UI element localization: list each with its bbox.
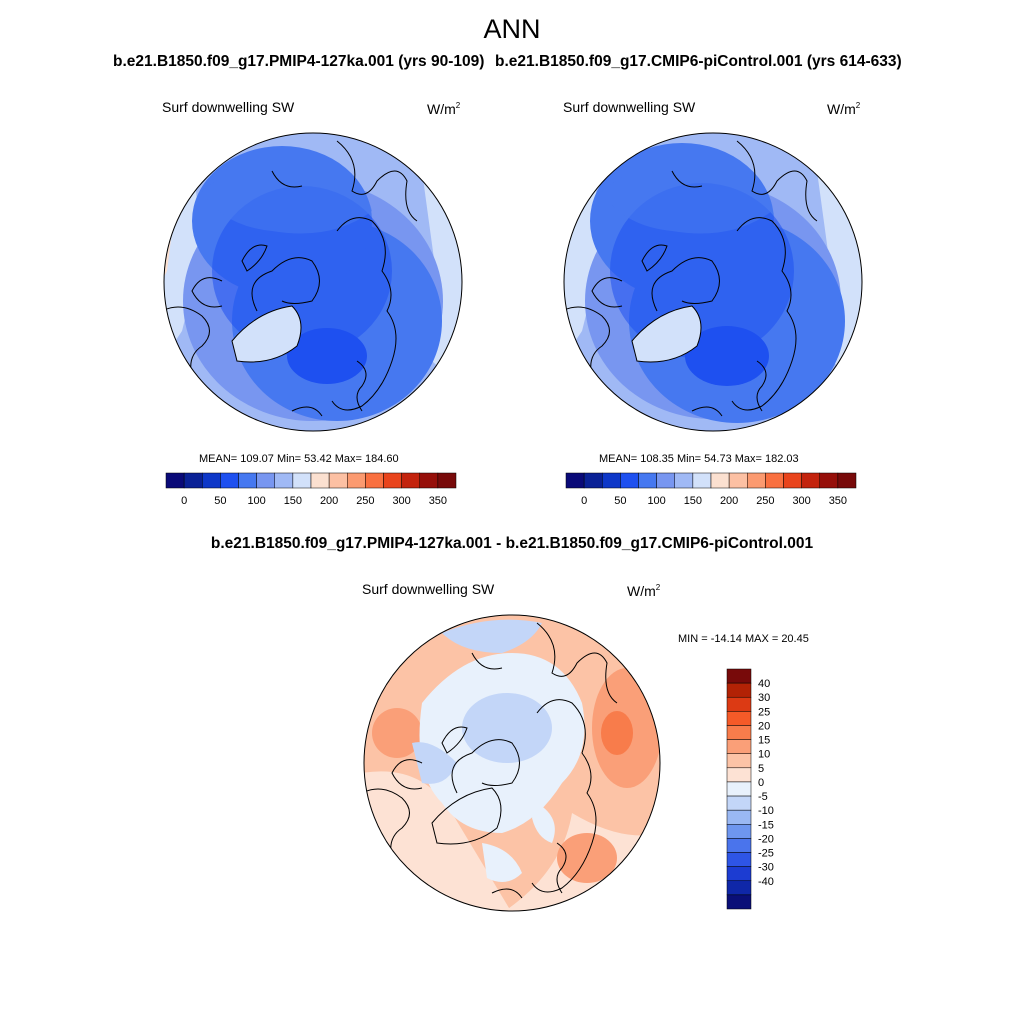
diff-colorbar-tick-label: 15 bbox=[758, 735, 770, 747]
difference-polar-map bbox=[363, 614, 661, 912]
right-colorbar-tick-label: 250 bbox=[756, 495, 774, 507]
left-colorbar-swatch bbox=[365, 472, 384, 489]
right-colorbar-swatch bbox=[728, 472, 748, 489]
diff-colorbar-swatch bbox=[726, 739, 752, 754]
right-polar-map bbox=[563, 132, 863, 432]
diff-colorbar-swatch bbox=[726, 711, 752, 726]
diff-variable-label: Surf downwelling SW bbox=[362, 581, 495, 597]
left-colorbar-swatch bbox=[419, 472, 439, 489]
right-colorbar-swatch bbox=[692, 472, 712, 489]
left-panel-title: b.e21.B1850.f09_g17.PMIP4-127ka.001 (yrs… bbox=[113, 53, 485, 70]
right-stats: MEAN= 108.35 Min= 54.73 Max= 182.03 bbox=[599, 453, 799, 465]
diff-colorbar-swatch bbox=[726, 668, 752, 684]
diff-colorbar-tick-label: 40 bbox=[758, 678, 770, 690]
right-colorbar-swatch bbox=[765, 472, 784, 489]
right-colorbar-swatch bbox=[819, 472, 839, 489]
left-stats: MEAN= 109.07 Min= 53.42 Max= 184.60 bbox=[199, 453, 399, 465]
right-colorbar-tick-label: 50 bbox=[614, 495, 626, 507]
diff-colorbar-swatch bbox=[726, 866, 752, 882]
left-colorbar: 0 50 100 150 200 250 300 350 bbox=[165, 472, 457, 507]
left-units-label: W/m2 bbox=[427, 101, 461, 117]
left-colorbar-swatch bbox=[310, 472, 330, 489]
right-colorbar-swatch bbox=[620, 472, 639, 489]
diff-colorbar-tick-label: -20 bbox=[758, 833, 774, 845]
right-colorbar-tick-label: 300 bbox=[792, 495, 810, 507]
right-colorbar-swatch bbox=[602, 472, 621, 489]
left-colorbar-swatch bbox=[220, 472, 239, 489]
left-colorbar-swatch bbox=[274, 472, 294, 489]
diff-colorbar-tick-label: 30 bbox=[758, 692, 770, 704]
diff-colorbar-swatch bbox=[726, 838, 752, 853]
diff-colorbar-tick-label: -30 bbox=[758, 862, 774, 874]
left-colorbar-swatch bbox=[238, 472, 257, 489]
right-colorbar-swatch bbox=[747, 472, 766, 489]
diff-colorbar-tick-label: 10 bbox=[758, 749, 770, 761]
diff-colorbar-swatch bbox=[726, 781, 752, 797]
left-colorbar-swatch bbox=[347, 472, 366, 489]
right-colorbar-tick-label: 200 bbox=[720, 495, 738, 507]
right-panel-title: b.e21.B1850.f09_g17.CMIP6-piControl.001 … bbox=[495, 53, 902, 70]
left-colorbar-swatch bbox=[328, 472, 348, 489]
diff-colorbar-tick-label: -25 bbox=[758, 848, 774, 860]
diff-colorbar-swatch bbox=[726, 725, 752, 740]
diff-colorbar-swatch bbox=[726, 852, 752, 867]
diff-colorbar-tick-label: 0 bbox=[758, 777, 764, 789]
left-colorbar-tick-label: 100 bbox=[247, 495, 265, 507]
diff-colorbar-tick-label: 20 bbox=[758, 720, 770, 732]
left-colorbar-swatch bbox=[437, 472, 457, 489]
diff-colorbar-tick-label: -40 bbox=[758, 876, 774, 888]
left-colorbar-tick-label: 350 bbox=[429, 495, 447, 507]
difference-colorbar: 40 30 25 20 15 10 5 0 -5 -10 -15 -20 -25 -30 -40 bbox=[726, 668, 774, 910]
diff-colorbar-swatch bbox=[726, 894, 752, 910]
right-colorbar-swatch bbox=[656, 472, 675, 489]
left-colorbar-tick-label: 300 bbox=[392, 495, 410, 507]
difference-panel-title: b.e21.B1850.f09_g17.PMIP4-127ka.001 - b.… bbox=[210, 535, 814, 552]
diff-stats: MIN = -14.14 MAX = 20.45 bbox=[678, 633, 809, 645]
left-polar-map bbox=[163, 132, 463, 432]
left-colorbar-tick-label: 150 bbox=[284, 495, 302, 507]
diff-colorbar-tick-label: -10 bbox=[758, 805, 774, 817]
diff-colorbar-swatch bbox=[726, 795, 752, 811]
diff-colorbar-swatch bbox=[726, 767, 752, 783]
left-colorbar-swatch bbox=[256, 472, 275, 489]
left-colorbar-swatch bbox=[165, 472, 185, 489]
right-colorbar-tick-label: 100 bbox=[647, 495, 665, 507]
left-colorbar-tick-label: 200 bbox=[320, 495, 338, 507]
left-colorbar-tick-label: 250 bbox=[356, 495, 374, 507]
diff-units-label: W/m2 bbox=[627, 583, 661, 599]
left-colorbar-swatch bbox=[383, 472, 402, 489]
diff-colorbar-swatch bbox=[726, 753, 752, 769]
diff-colorbar-swatch bbox=[726, 809, 752, 825]
right-colorbar-swatch bbox=[565, 472, 585, 489]
figure-title: ANN bbox=[483, 14, 541, 44]
right-colorbar-tick-label: 350 bbox=[829, 495, 847, 507]
right-colorbar-tick-label: 0 bbox=[581, 495, 587, 507]
right-colorbar-tick-label: 150 bbox=[684, 495, 702, 507]
left-colorbar-swatch bbox=[202, 472, 221, 489]
diff-colorbar-tick-label: 25 bbox=[758, 706, 770, 718]
left-variable-label: Surf downwelling SW bbox=[162, 99, 295, 115]
right-colorbar-swatch bbox=[801, 472, 820, 489]
left-colorbar-tick-label: 0 bbox=[181, 495, 187, 507]
diff-colorbar-swatch bbox=[726, 880, 752, 896]
left-colorbar-swatch bbox=[183, 472, 203, 489]
right-units-label: W/m2 bbox=[827, 101, 861, 117]
diff-colorbar-tick-label: 5 bbox=[758, 763, 764, 775]
diff-colorbar-tick-label: -15 bbox=[758, 819, 774, 831]
left-colorbar-tick-label: 50 bbox=[214, 495, 226, 507]
right-variable-label: Surf downwelling SW bbox=[563, 99, 696, 115]
diff-colorbar-swatch bbox=[726, 824, 752, 839]
right-colorbar-swatch bbox=[837, 472, 857, 489]
left-colorbar-swatch bbox=[292, 472, 312, 489]
right-colorbar: 0 50 100 150 200 250 300 350 bbox=[565, 472, 857, 507]
diff-colorbar-swatch bbox=[726, 696, 752, 712]
right-colorbar-swatch bbox=[674, 472, 694, 489]
left-colorbar-swatch bbox=[401, 472, 420, 489]
right-colorbar-swatch bbox=[583, 472, 603, 489]
diff-colorbar-tick-label: -5 bbox=[758, 791, 768, 803]
right-colorbar-swatch bbox=[638, 472, 657, 489]
right-colorbar-swatch bbox=[710, 472, 730, 489]
right-colorbar-swatch bbox=[783, 472, 802, 489]
diff-colorbar-swatch bbox=[726, 682, 752, 698]
